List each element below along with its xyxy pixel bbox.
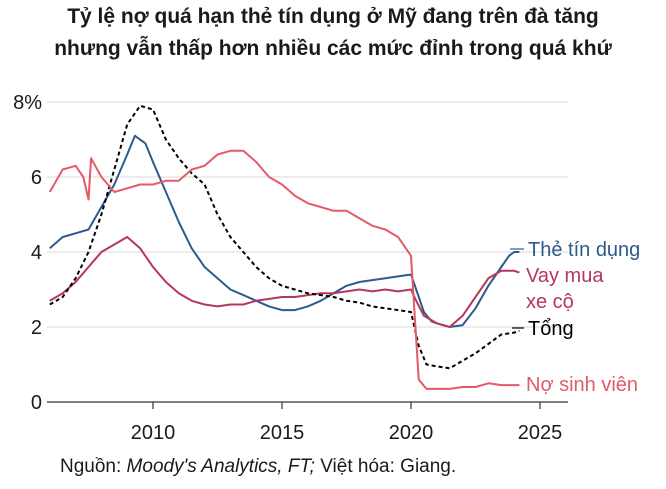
series-label-auto-loan: Vay mua: [526, 265, 604, 287]
y-tick-label: 0: [31, 392, 42, 414]
series-line-total: [49, 104, 520, 370]
source-note: Nguồn: Moody's Analytics, FT; Việt hóa: …: [60, 456, 456, 478]
series-label-student-loan: Nợ sinh viên: [526, 374, 638, 396]
chart-title-line-2: nhưng vẫn thấp hơn nhiều các mức đỉnh tr…: [54, 37, 612, 60]
y-tick-label: 2: [31, 317, 42, 339]
series-label-auto-loan: xe cộ: [526, 291, 574, 313]
series-line-auto-loan: [49, 236, 520, 328]
series-label-credit-card: Thẻ tín dụng: [528, 239, 640, 261]
series-label-total: Tổng: [528, 318, 574, 340]
chart-title-line-1: Tỷ lệ nợ quá hạn thẻ tín dụng ở Mỹ đang …: [67, 5, 599, 28]
line-chart: 0 2 4 6 8% 2010 2015 2020 2025 Thẻ tín dụng Vay mu…: [13, 92, 640, 444]
source-italic: Moody's Analytics, FT;: [126, 456, 315, 477]
y-tick-label: 8%: [13, 92, 42, 114]
source-prefix: Nguồn:: [60, 456, 127, 477]
series-line-student-loan: [48, 149, 520, 390]
x-tick-label: 2010: [131, 422, 176, 444]
series-line-credit-card: [49, 134, 520, 328]
x-tick-label: 2015: [260, 422, 305, 444]
y-tick-label: 6: [31, 167, 42, 189]
x-tick-label: 2020: [389, 422, 434, 444]
source-suffix: Việt hóa: Giang.: [314, 456, 457, 477]
x-tick-label: 2025: [518, 422, 563, 444]
y-tick-label: 4: [31, 242, 42, 264]
